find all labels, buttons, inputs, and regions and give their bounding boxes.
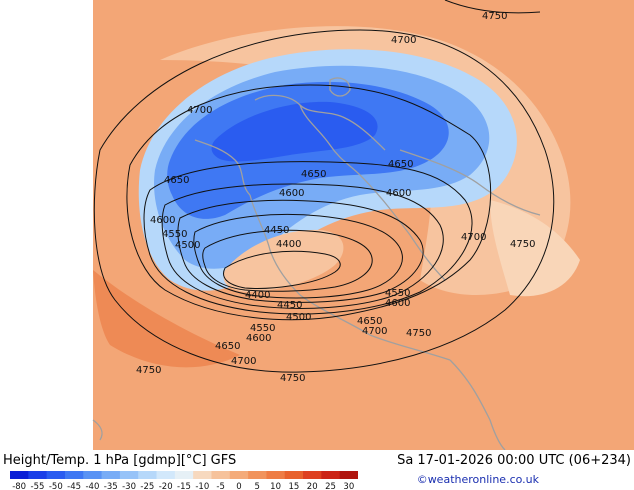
- colorbar-label: -15: [177, 482, 191, 490]
- contour-label: 4650: [215, 341, 240, 352]
- colorbar-label: -40: [85, 482, 99, 490]
- contour-label: 4650: [164, 175, 189, 186]
- contour-label: 4700: [231, 356, 256, 367]
- height-contours: [93, 0, 555, 373]
- colorbar-label: -30: [122, 482, 136, 490]
- contour-label: 4650: [388, 159, 413, 170]
- contour-label: 4500: [175, 240, 200, 251]
- colorbar-swatch: [321, 471, 341, 479]
- colorbar-swatch: [211, 471, 231, 479]
- colorbar-label: 10: [270, 482, 281, 490]
- contour-label: 4600: [385, 298, 410, 309]
- light-zone-east: [490, 200, 580, 297]
- contour-label: 4650: [301, 169, 326, 180]
- contour-labels: 4750 4700 4700 4650 4650 4650 4600 4600 …: [136, 11, 535, 384]
- colorbar-swatch: [119, 471, 139, 479]
- colorbar-swatch: [10, 471, 29, 479]
- contour-label: 4600: [246, 333, 271, 344]
- contour-label: 4700: [391, 35, 416, 46]
- colorbar-swatch: [138, 471, 158, 479]
- colorbar-swatch: [303, 471, 322, 479]
- colorbar-swatch: [156, 471, 176, 479]
- map-footer: Height/Temp. 1 hPa [gdmp][°C] GFS Sa 17-…: [0, 450, 634, 490]
- map-left-margin: [0, 0, 93, 450]
- colorbar-swatch: [174, 471, 194, 479]
- coastlines: [92, 77, 541, 450]
- contour-label: 4750: [136, 365, 161, 376]
- valid-time: Sa 17-01-2026 00:00 UTC (06+234): [397, 453, 631, 468]
- warm-tongue-center: [223, 229, 344, 292]
- colorbar-label: -45: [67, 482, 81, 490]
- warm-patch-southwest: [93, 270, 240, 368]
- contour-label: 4600: [279, 188, 304, 199]
- contour-label: 4500: [286, 312, 311, 323]
- contour-label: 4550: [162, 229, 187, 240]
- colorbar-label: 25: [325, 482, 336, 490]
- colorbar-label: 20: [307, 482, 318, 490]
- contour-label: 4750: [510, 239, 535, 250]
- colorbar-label: -5: [216, 482, 224, 490]
- contour-label: 4450: [277, 300, 302, 311]
- contour-label: 4700: [461, 232, 486, 243]
- contour-label: 4400: [245, 290, 270, 301]
- colorbar-label: -80: [12, 482, 26, 490]
- colorbar-label: -25: [140, 482, 154, 490]
- colorbar-label: 30: [343, 482, 354, 490]
- contour-label: 4650: [357, 316, 382, 327]
- colorbar-label: -50: [49, 482, 63, 490]
- colorbar-swatch: [46, 471, 66, 479]
- contour-label: 4600: [386, 188, 411, 199]
- contour-label: 4700: [362, 326, 387, 337]
- colorbar-label: 5: [255, 482, 260, 490]
- contour-label: 4550: [385, 288, 410, 299]
- contour-label: 4700: [187, 105, 212, 116]
- colorbar-swatch: [101, 471, 121, 479]
- contour-label: 4750: [406, 328, 431, 339]
- colorbar-swatch: [28, 471, 48, 479]
- cold-core: [211, 101, 378, 162]
- contour-label: 4450: [264, 225, 289, 236]
- colorbar-swatch: [284, 471, 304, 479]
- contour-label: 4600: [150, 215, 175, 226]
- colorbar-swatch: [64, 471, 84, 479]
- colorbar-label: 0: [236, 482, 241, 490]
- colorbar-swatch: [229, 471, 249, 479]
- colorbar-label: -10: [195, 482, 209, 490]
- temperature-colorbar: -80 -55 -50 -45 -40 -35 -30 -25 -20 -15 -10 -5 0 5 10 1…: [10, 471, 358, 490]
- contour-label: 4550: [250, 323, 275, 334]
- colorbar-label: -20: [159, 482, 173, 490]
- colorbar-swatch: [266, 471, 286, 479]
- contour-label: 4750: [482, 11, 507, 22]
- weather-map: 4750 4700 4700 4650 4650 4650 4600 4600 …: [0, 0, 634, 450]
- colorbar-label: -35: [104, 482, 118, 490]
- contour-label: 4400: [276, 239, 301, 250]
- colorbar-label: -55: [31, 482, 45, 490]
- colorbar-swatch: [83, 471, 103, 479]
- colorbar-swatch: [339, 471, 358, 479]
- colorbar-swatch: [193, 471, 212, 479]
- colorbar-swatch: [248, 471, 267, 479]
- credit-link[interactable]: ©weatheronline.co.uk: [416, 473, 539, 486]
- contour-label: 4750: [280, 373, 305, 384]
- colorbar-label: 15: [288, 482, 299, 490]
- map-title: Height/Temp. 1 hPa [gdmp][°C] GFS: [3, 453, 237, 468]
